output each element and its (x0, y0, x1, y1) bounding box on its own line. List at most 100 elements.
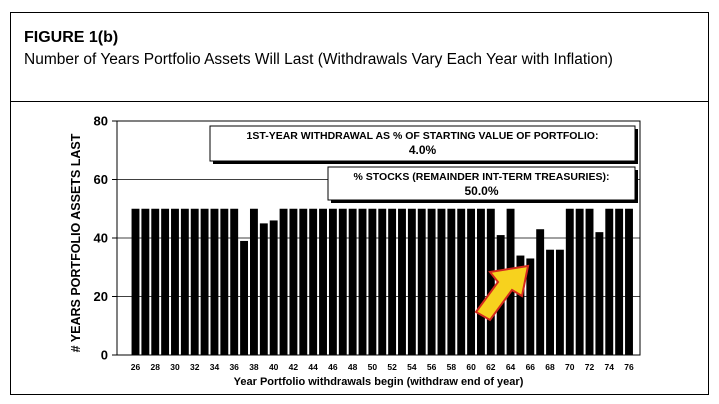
bar (407, 208, 416, 355)
bar (555, 249, 564, 355)
bar (437, 208, 446, 355)
x-tick-label: 32 (190, 362, 200, 372)
bar (259, 223, 268, 356)
x-tick-label: 42 (289, 362, 299, 372)
bar (171, 208, 179, 355)
y-tick-label: 60 (94, 172, 108, 187)
x-tick-label: 62 (486, 362, 496, 372)
x-tick-label: 74 (605, 362, 615, 372)
bar (417, 208, 426, 355)
x-tick-label: 58 (447, 362, 457, 372)
figure-title: Number of Years Portfolio Assets Will La… (24, 51, 613, 68)
annotation-value: 4.0% (409, 143, 437, 157)
annotations: 1ST-YEAR WITHDRAWAL AS % OF STARTING VAL… (209, 125, 638, 203)
bar (546, 249, 554, 355)
bar (319, 208, 327, 355)
bar (368, 208, 377, 355)
bar (565, 208, 574, 355)
bar (585, 208, 594, 355)
bar (151, 208, 160, 355)
figure-caption: FIGURE 1(b) Number of Years Portfolio As… (11, 13, 708, 102)
annotation-value: 50.0% (464, 184, 498, 198)
bar (388, 208, 397, 355)
x-tick-label: 26 (131, 362, 141, 372)
bar (220, 208, 229, 355)
annotation-heading: 1ST-YEAR WITHDRAWAL AS % OF STARTING VAL… (247, 130, 599, 142)
bar (240, 240, 249, 355)
annotation-box: 1ST-YEAR WITHDRAWAL AS % OF STARTING VAL… (209, 125, 638, 164)
bar (398, 208, 406, 355)
annotation-panel (209, 125, 636, 162)
x-tick-label: 30 (170, 362, 180, 372)
bar (279, 208, 288, 355)
bar (309, 208, 318, 355)
bar (299, 208, 308, 355)
x-tick-label: 70 (565, 362, 575, 372)
x-tick-label: 64 (506, 362, 516, 372)
bar (249, 208, 258, 355)
x-tick-label: 52 (387, 362, 397, 372)
bar (230, 208, 239, 355)
bar (131, 208, 140, 355)
x-tick-label: 46 (328, 362, 338, 372)
x-tick-label: 28 (151, 362, 161, 372)
x-tick-label: 72 (585, 362, 595, 372)
x-ticks: 26 28 30 32 34 36 38 40 42 44 46 48 50 52 54 56 58 60 62 64… (131, 362, 634, 372)
bar (200, 208, 209, 355)
bar (536, 229, 545, 355)
bar (526, 258, 535, 355)
bar (141, 208, 150, 355)
x-tick-label: 44 (308, 362, 318, 372)
bar (575, 208, 584, 355)
y-tick-label: 80 (94, 114, 108, 129)
bar (180, 208, 189, 355)
bar (486, 208, 495, 355)
bar (477, 208, 485, 355)
x-tick-label: 40 (269, 362, 279, 372)
bars (131, 208, 633, 356)
y-tick-label: 40 (94, 231, 108, 246)
arrow-icon (474, 264, 530, 322)
bar (378, 208, 387, 355)
bar (595, 232, 604, 355)
arrow-shape (474, 264, 530, 322)
x-tick-label: 76 (624, 362, 634, 372)
y-ticks: 0 20 40 60 80 (94, 114, 117, 363)
bar (615, 208, 624, 355)
x-tick-label: 50 (368, 362, 378, 372)
figure-frame: FIGURE 1(b) Number of Years Portfolio As… (10, 12, 709, 395)
bar (328, 208, 337, 355)
x-tick-label: 60 (466, 362, 476, 372)
bar (269, 220, 278, 355)
y-tick-label: 0 (101, 348, 108, 363)
bar (338, 208, 347, 355)
x-tick-label: 68 (545, 362, 555, 372)
x-tick-label: 48 (348, 362, 358, 372)
y-axis-label: # YEARS PORTFOLIO ASSETS LAST (69, 133, 83, 352)
x-tick-label: 34 (210, 362, 220, 372)
x-tick-label: 36 (229, 362, 239, 372)
bar (605, 208, 614, 355)
bar (457, 208, 466, 355)
annotation-panel (327, 166, 636, 201)
annotation-heading: % STOCKS (REMAINDER INT-TERM TREASURIES)… (354, 171, 610, 183)
bar (467, 208, 476, 355)
y-tick-label: 20 (94, 289, 108, 304)
bar (289, 208, 298, 355)
bar (348, 208, 357, 355)
annotation-box: % STOCKS (REMAINDER INT-TERM TREASURIES)… (327, 166, 638, 203)
bar (625, 208, 633, 355)
bar (210, 208, 219, 355)
figure-label: FIGURE 1(b) (24, 29, 119, 46)
bar (190, 208, 199, 355)
bar (516, 255, 525, 355)
x-tick-label: 56 (427, 362, 437, 372)
x-tick-label: 54 (407, 362, 417, 372)
bar (447, 208, 456, 355)
x-axis-label: Year Portfolio withdrawals begin (withdr… (234, 376, 524, 388)
x-tick-label: 38 (249, 362, 259, 372)
bar (427, 208, 436, 355)
x-tick-label: 66 (526, 362, 536, 372)
bar (161, 208, 170, 355)
